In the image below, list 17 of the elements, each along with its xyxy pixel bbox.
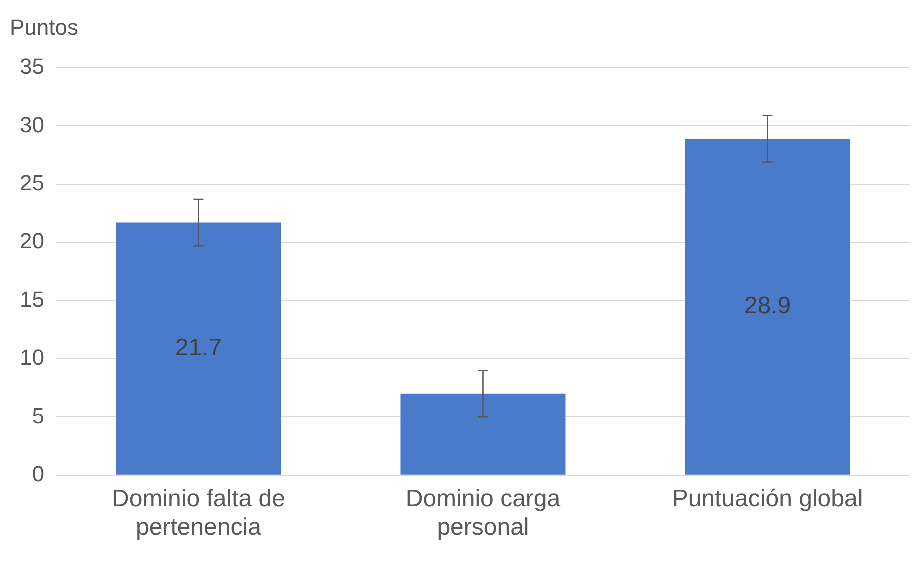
y-tick-label: 25 (20, 170, 44, 196)
bar (685, 139, 850, 475)
x-tick-label: Dominio carga personal (406, 485, 562, 542)
y-tick-label: 0 (32, 461, 44, 486)
y-tick-label: 20 (20, 228, 44, 254)
y-tick-label: 30 (20, 112, 44, 138)
bar (400, 394, 566, 475)
x-tick-label: Puntuación global (672, 485, 864, 512)
data-label: 21.7 (175, 334, 222, 362)
bar (116, 222, 282, 475)
data-label: 28.9 (744, 292, 792, 320)
y-tick-label: 10 (20, 345, 44, 370)
y-axis-title: Puntos (10, 15, 78, 40)
x-tick-label: Dominio falta de pertenencia (112, 485, 286, 542)
y-tick-label: 35 (20, 54, 44, 80)
y-tick-label: 15 (20, 286, 44, 312)
y-tick-label: 5 (32, 403, 44, 428)
